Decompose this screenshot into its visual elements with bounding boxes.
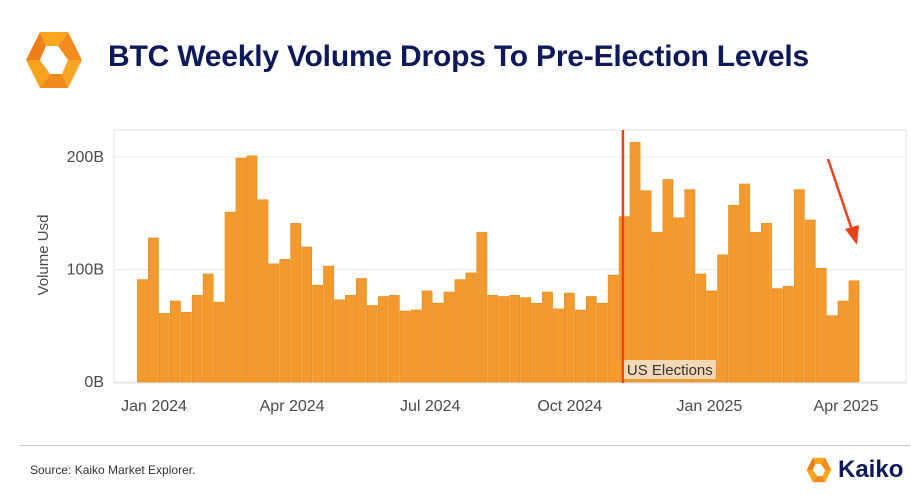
bar (410, 309, 422, 383)
bar (137, 279, 148, 383)
source-note: Source: Kaiko Market Explorer. (30, 463, 196, 477)
bar (432, 302, 444, 383)
bar (826, 315, 838, 383)
bar (553, 308, 564, 383)
bar (837, 300, 849, 383)
x-tick-label: Jan 2024 (121, 398, 187, 415)
bar (629, 142, 641, 383)
bar (454, 279, 466, 383)
x-tick-label: Apr 2025 (814, 398, 879, 415)
bar (531, 302, 542, 383)
y-axis-label: Volume Usd (35, 215, 52, 296)
bar (180, 311, 192, 383)
brand-logo: Kaiko (805, 455, 903, 485)
page-title: BTC Weekly Volume Drops To Pre-Election … (108, 40, 809, 73)
bar (728, 205, 739, 383)
brand-name: Kaiko (838, 456, 904, 483)
bar (717, 254, 729, 383)
bar (542, 291, 553, 383)
bar (509, 295, 521, 383)
bar (169, 300, 181, 383)
bar (377, 296, 389, 383)
bar (695, 273, 707, 383)
bar (673, 217, 685, 383)
bar (684, 189, 696, 383)
bar (848, 280, 860, 383)
bar (782, 286, 794, 383)
bar (607, 274, 619, 383)
x-tick-label: Apr 2024 (260, 398, 325, 415)
bar (793, 189, 805, 383)
bar (148, 237, 159, 383)
bar (815, 268, 827, 383)
y-tick-label: 0B (84, 374, 104, 391)
bar (706, 290, 718, 383)
bar (520, 297, 531, 383)
bar (290, 223, 302, 383)
bar (443, 291, 455, 383)
x-tick-label: Oct 2024 (537, 398, 602, 415)
bar (498, 296, 510, 383)
bar (312, 284, 324, 383)
bar (662, 179, 674, 383)
bar (246, 155, 258, 383)
bar (596, 302, 608, 383)
bar (585, 296, 597, 383)
bar (366, 305, 378, 383)
bar (334, 299, 345, 383)
bar (574, 309, 586, 383)
footer-divider (20, 445, 910, 446)
bar (202, 273, 214, 383)
kaiko-mark-icon (806, 457, 832, 483)
bar (772, 288, 783, 383)
bar (191, 295, 203, 383)
bar (345, 295, 356, 383)
bar (323, 265, 334, 383)
bar (235, 157, 247, 383)
bar (739, 183, 750, 383)
bar (159, 313, 170, 383)
bar (564, 292, 575, 383)
bar (640, 190, 652, 383)
bar (487, 295, 499, 383)
bar (476, 232, 488, 383)
bar (279, 259, 291, 383)
election-label-background (623, 360, 716, 379)
bar (421, 290, 433, 383)
bar (301, 246, 313, 383)
x-axis-ticks: Jan 2024 Apr 2024 Jul 2024 Oct 2024 Jan 2025… (121, 398, 878, 415)
trend-arrow (826, 158, 859, 245)
bar (399, 310, 411, 383)
bar (224, 211, 236, 383)
x-tick-label: Jul 2024 (400, 398, 461, 415)
bar (388, 295, 400, 383)
y-tick-label: 200B (67, 149, 104, 166)
bar (257, 199, 269, 383)
bar (268, 263, 280, 383)
bar (761, 223, 772, 383)
kaiko-logo-icon (26, 32, 82, 88)
bar (213, 301, 225, 383)
bar-chart: 0B 100B 200B Jan 2024 Apr 2024 Jul 2024 Oct 2… (35, 129, 907, 415)
bar (356, 278, 367, 383)
bar (750, 232, 761, 383)
election-label: US Elections (627, 362, 713, 379)
bar (651, 232, 663, 383)
x-tick-label: Jan 2025 (676, 398, 742, 415)
y-tick-label: 100B (67, 262, 104, 279)
bar (465, 272, 477, 383)
bar (804, 219, 816, 383)
y-axis-ticks: 0B 100B 200B (67, 149, 104, 391)
